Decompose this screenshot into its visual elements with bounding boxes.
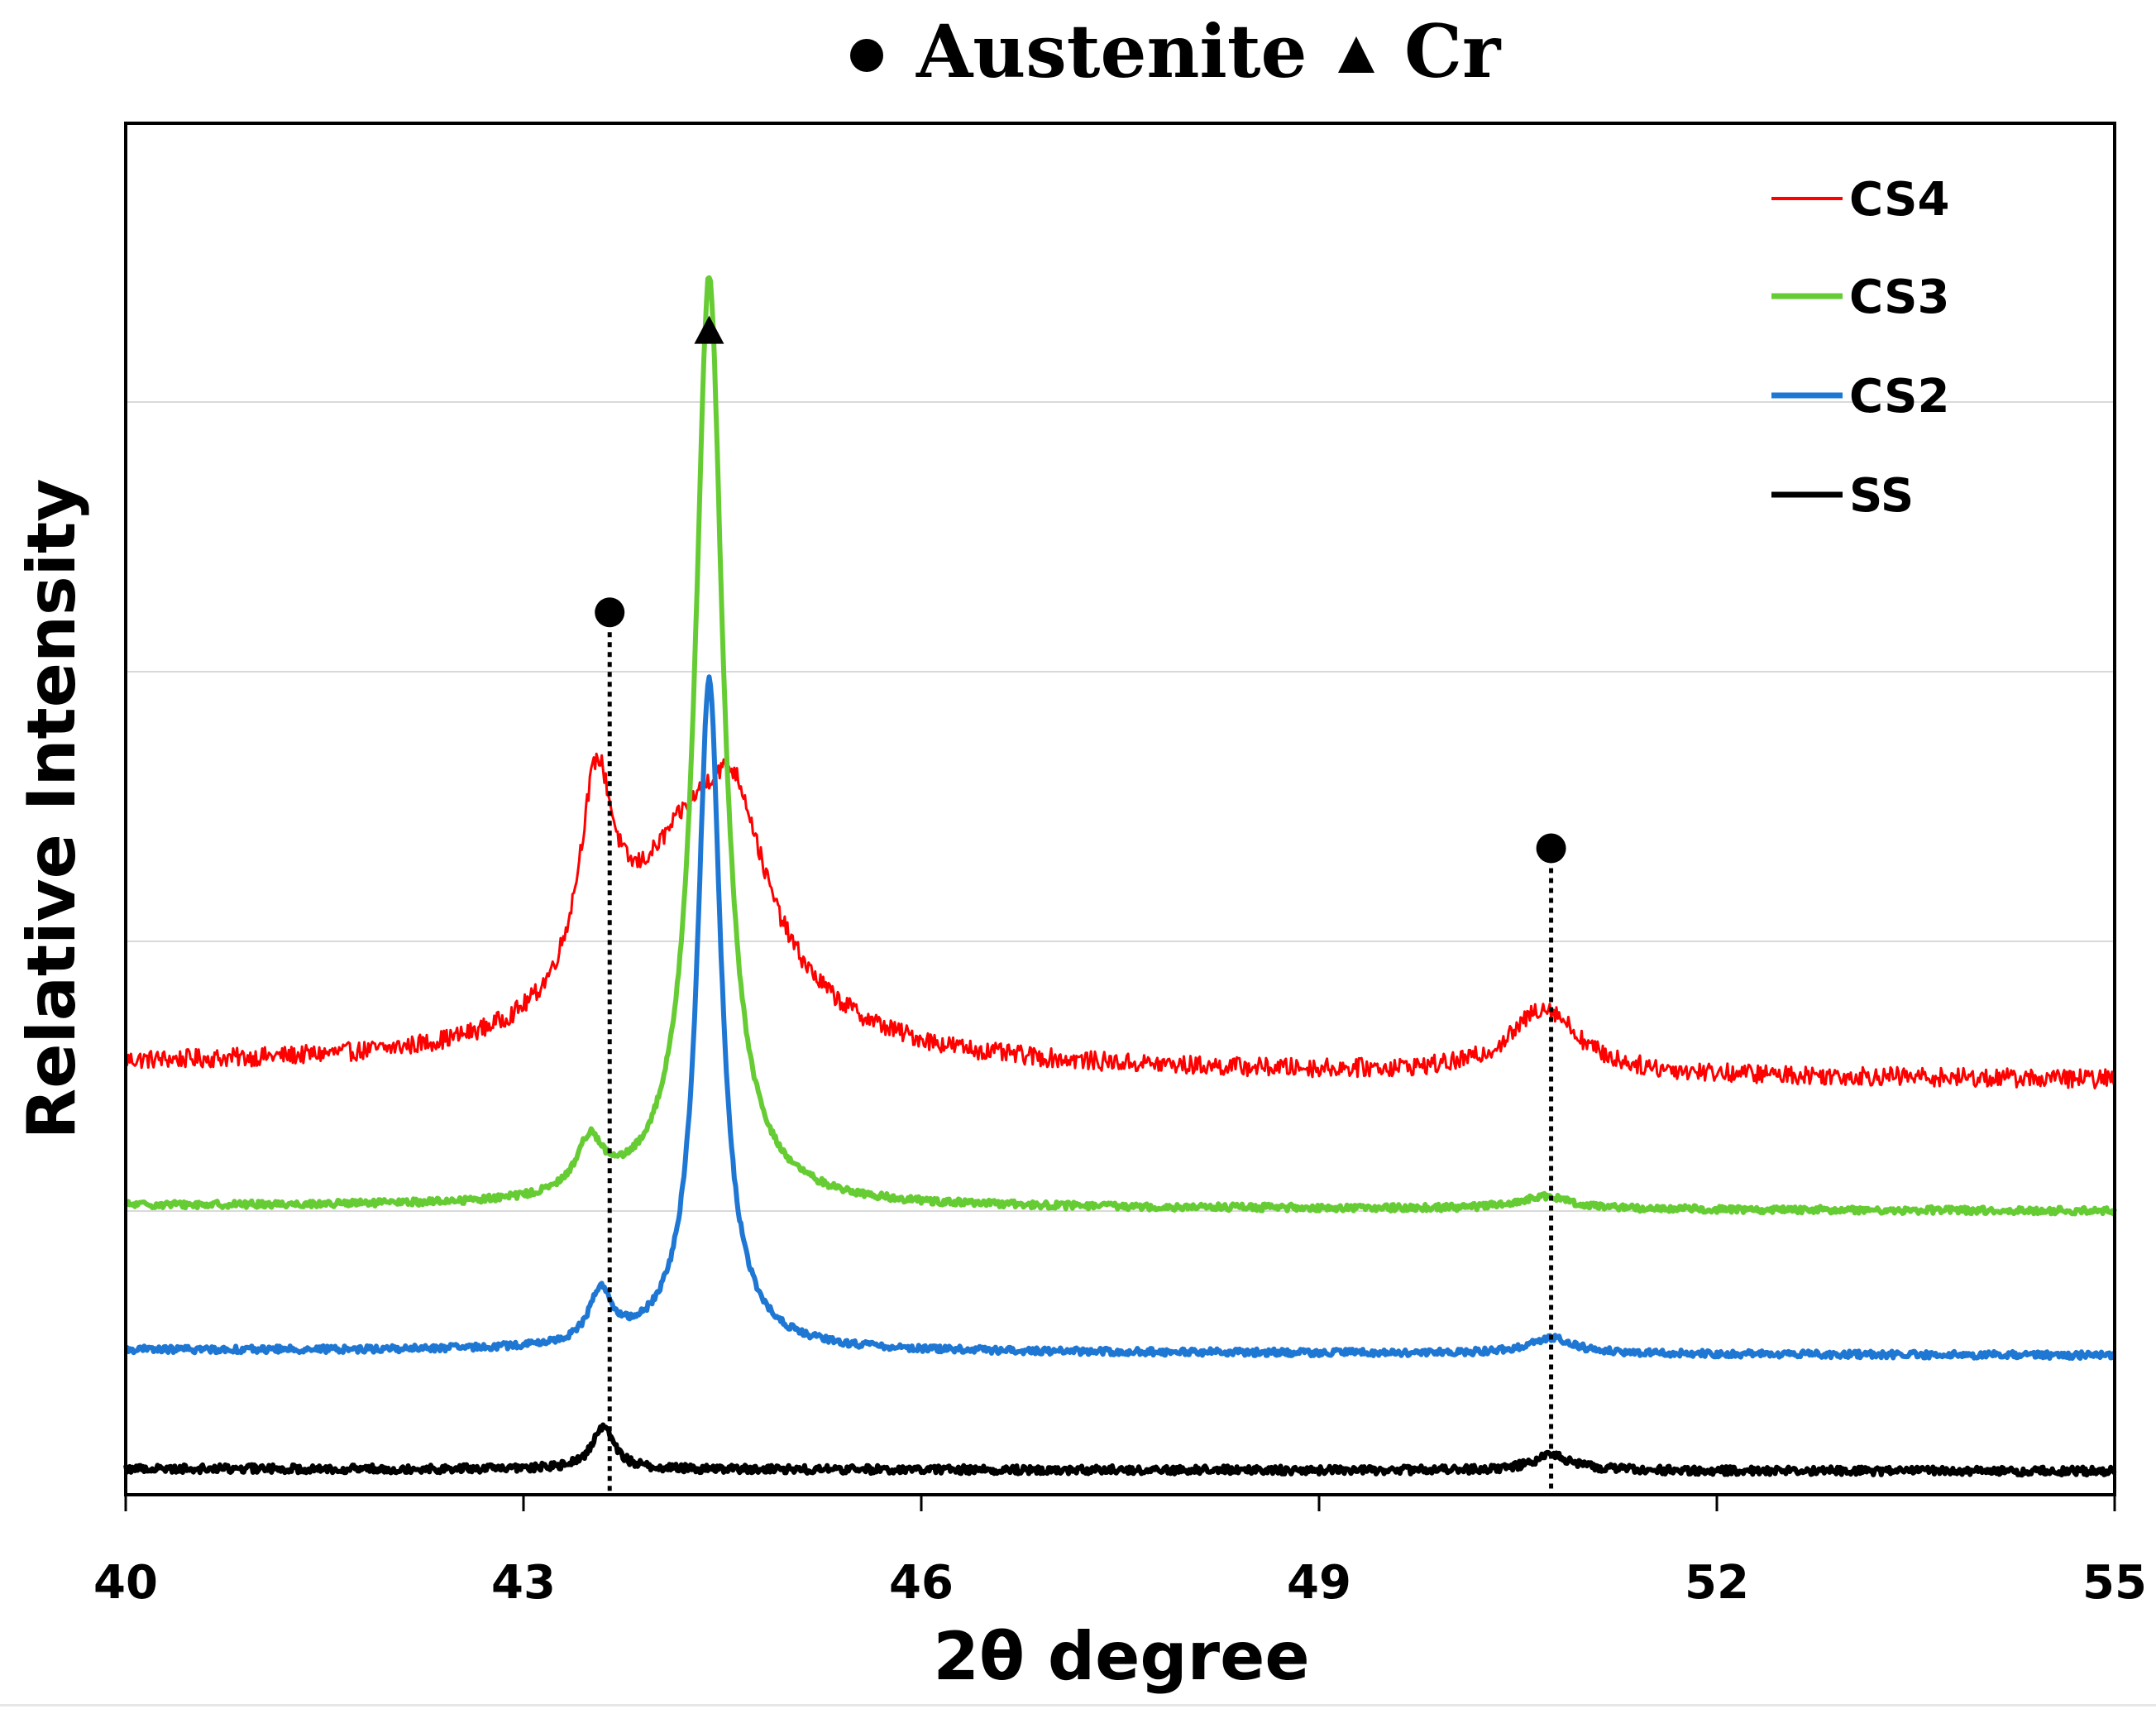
legend-label-ss: SS [1849, 469, 1914, 523]
legend-label-cs2: CS2 [1849, 370, 1949, 424]
austenite-title-symbol [850, 39, 883, 72]
legend-label-cs3: CS3 [1849, 270, 1949, 324]
cr-title-label: Cr [1404, 8, 1502, 94]
x-tick-label-40: 40 [93, 1556, 158, 1610]
chart-title: Austenite Cr [850, 8, 1502, 94]
x-axis-label: 2θ degree [933, 1618, 1309, 1695]
x-tick-label-46: 46 [889, 1556, 954, 1610]
legend-label-cs4: CS4 [1849, 173, 1949, 227]
gridlines [126, 401, 2115, 1212]
series-line-ss [123, 1422, 2117, 1478]
austenite-title-label: Austenite [915, 8, 1307, 94]
series-layer [123, 275, 2117, 1478]
x-tick-label-52: 52 [1685, 1556, 1749, 1610]
bottom-divider [0, 1704, 2156, 1707]
legend: CS4 CS3 CS2 SS [1771, 173, 1949, 523]
plot-area-border [124, 122, 2116, 1496]
series-line-cs3 [123, 275, 2117, 1217]
x-tick-label-43: 43 [491, 1556, 556, 1610]
annotation-layer [595, 315, 1566, 1495]
cr-title-symbol [1338, 36, 1374, 73]
y-axis-label: Relative Intensity [13, 479, 90, 1140]
austenite-peak-marker-1 [595, 597, 625, 628]
cr-peak-marker-0 [694, 315, 724, 344]
series-line-cs4 [124, 752, 2116, 1089]
austenite-peak-marker-2 [1536, 833, 1566, 864]
x-axis: 40 43 46 49 52 55 [93, 1495, 2147, 1610]
x-tick-label-55: 55 [2082, 1556, 2147, 1610]
x-tick-label-49: 49 [1287, 1556, 1351, 1610]
series-line-cs2 [124, 674, 2117, 1362]
